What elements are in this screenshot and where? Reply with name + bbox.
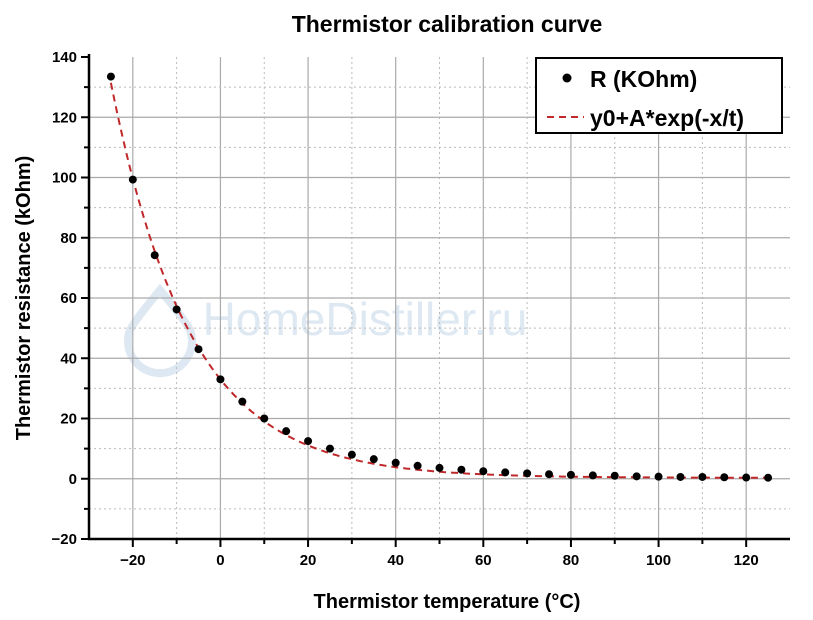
data-point <box>347 450 356 459</box>
y-axis-label: Thermistor resistance (kOhm) <box>13 156 35 441</box>
data-point <box>698 472 707 481</box>
data-point <box>194 345 203 354</box>
y-tick-label: 20 <box>60 411 77 428</box>
watermark: HomeDistiller.ru <box>203 293 528 345</box>
data-point <box>632 472 641 481</box>
data-point <box>610 471 619 480</box>
x-tick-label: 120 <box>734 552 759 569</box>
legend-label-points: R (KOhm) <box>590 66 697 92</box>
axes: −20 0 20 40 60 80 100 120 −20 0 20 40 60 80 100 120 140 <box>52 49 790 569</box>
y-tick-label: 80 <box>60 230 77 247</box>
y-tick-label: 120 <box>52 109 77 126</box>
data-points <box>106 72 773 482</box>
data-point <box>501 468 510 477</box>
y-tick-label: 40 <box>60 350 77 367</box>
grid <box>89 57 790 539</box>
y-tick-label: 140 <box>52 49 77 66</box>
legend: R (KOhm) y0+A*exp(-x/t) <box>535 57 783 134</box>
data-point <box>150 251 159 260</box>
chart-title: Thermistor calibration curve <box>292 11 603 37</box>
x-tick-label: 60 <box>475 552 492 569</box>
y-tick-label: −20 <box>52 531 77 548</box>
data-point <box>391 458 400 467</box>
data-point <box>764 473 773 482</box>
x-tick-label: 20 <box>300 552 317 569</box>
x-tick-label: 100 <box>646 552 671 569</box>
data-point <box>282 427 291 436</box>
data-point <box>566 470 575 479</box>
data-point <box>457 465 466 474</box>
data-point <box>588 471 597 480</box>
x-tick-label: 80 <box>563 552 580 569</box>
legend-label-fit: y0+A*exp(-x/t) <box>590 105 744 131</box>
data-point <box>413 461 422 470</box>
data-point <box>172 305 181 314</box>
x-tick-label: 40 <box>387 552 404 569</box>
data-point <box>435 463 444 472</box>
data-point <box>742 473 751 482</box>
legend-marker-points <box>562 73 572 83</box>
data-point <box>128 175 137 184</box>
x-tick-label: −20 <box>120 552 145 569</box>
data-point <box>479 467 488 476</box>
legend-box <box>535 57 783 134</box>
data-point <box>654 472 663 481</box>
data-point <box>369 455 378 464</box>
data-point <box>216 375 225 384</box>
data-point <box>523 469 532 478</box>
y-tick-label: 60 <box>60 290 77 307</box>
data-point <box>238 397 247 406</box>
data-point <box>325 444 334 453</box>
data-point <box>106 72 115 81</box>
data-point <box>260 414 269 423</box>
y-tick-label: 100 <box>52 170 77 187</box>
data-point <box>545 470 554 479</box>
data-point <box>720 473 729 482</box>
x-tick-label: 0 <box>216 552 224 569</box>
watermark-drop-icon <box>124 283 196 378</box>
data-point <box>676 472 685 481</box>
y-tick-label: 0 <box>69 471 77 488</box>
data-point <box>304 437 313 446</box>
x-axis-label: Thermistor temperature (°C) <box>314 591 581 613</box>
